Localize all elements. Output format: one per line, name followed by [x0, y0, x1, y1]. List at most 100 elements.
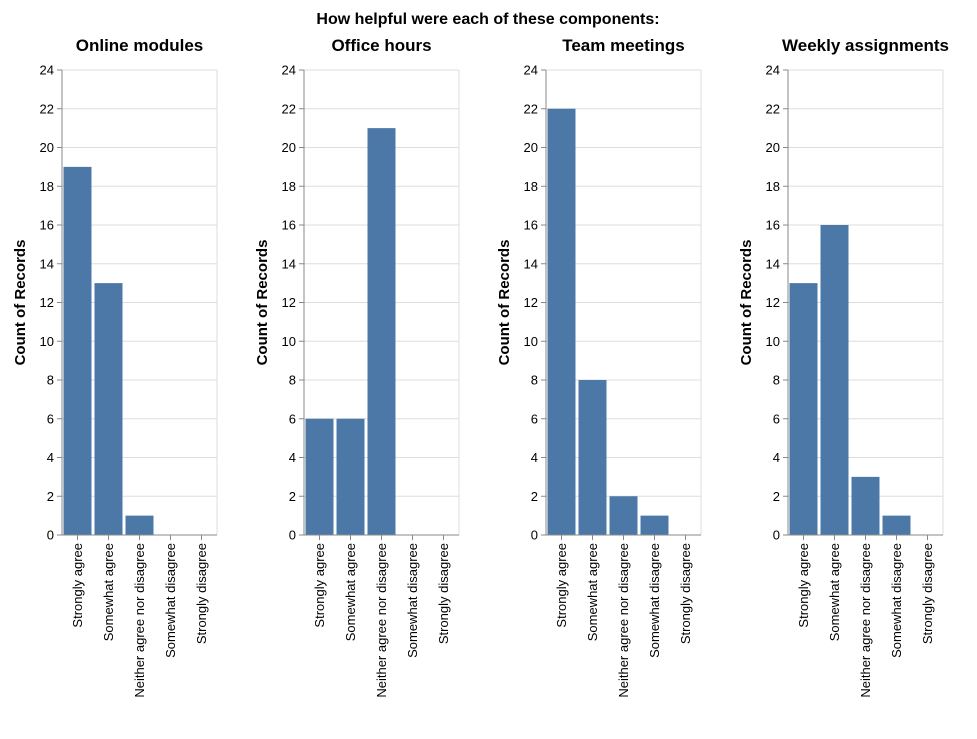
x-tick-label: Somewhat agree — [585, 543, 600, 641]
y-tick-label: 10 — [40, 334, 54, 349]
bar — [820, 225, 849, 535]
bar — [578, 380, 607, 535]
x-tick-label: Neither agree nor disagree — [132, 543, 147, 698]
y-tick-label: 20 — [40, 140, 54, 155]
y-axis-title: Count of Records — [254, 240, 271, 366]
y-tick-label: 8 — [773, 373, 780, 388]
y-tick-label: 6 — [531, 411, 538, 426]
y-tick-label: 18 — [524, 179, 538, 194]
y-tick-label: 22 — [766, 101, 780, 116]
y-tick-label: 10 — [282, 334, 296, 349]
x-tick-label: Somewhat agree — [343, 543, 358, 641]
y-tick-label: 12 — [40, 295, 54, 310]
y-tick-label: 18 — [40, 179, 54, 194]
x-tick-label: Strongly agree — [554, 543, 569, 628]
y-tick-label: 24 — [282, 63, 296, 78]
y-tick-label: 6 — [773, 411, 780, 426]
bar — [851, 476, 880, 535]
y-tick-label: 12 — [524, 295, 538, 310]
y-axis-title: Count of Records — [496, 240, 513, 366]
x-tick-label: Neither agree nor disagree — [374, 543, 389, 698]
x-tick-label: Somewhat agree — [827, 543, 842, 641]
x-tick-label: Somewhat agree — [101, 543, 116, 641]
facets-layer: Online modules024681012141618202224Stron… — [12, 36, 949, 698]
y-tick-label: 10 — [524, 334, 538, 349]
y-tick-label: 16 — [766, 218, 780, 233]
x-tick-label: Somewhat disagree — [647, 543, 662, 658]
y-tick-label: 8 — [531, 373, 538, 388]
y-tick-label: 16 — [282, 218, 296, 233]
facet-2: Team meetings024681012141618202224Strong… — [496, 36, 702, 698]
facet-title: Weekly assignments — [782, 36, 949, 55]
y-tick-label: 8 — [289, 373, 296, 388]
y-tick-label: 0 — [289, 528, 296, 543]
y-tick-label: 18 — [282, 179, 296, 194]
y-tick-label: 4 — [289, 450, 296, 465]
y-tick-label: 24 — [524, 63, 538, 78]
x-tick-label: Strongly disagree — [678, 543, 693, 644]
bar — [125, 515, 154, 535]
y-tick-label: 16 — [40, 218, 54, 233]
bar — [336, 418, 365, 535]
y-tick-label: 6 — [289, 411, 296, 426]
bar — [63, 166, 92, 535]
bar — [640, 515, 669, 535]
y-tick-label: 2 — [289, 489, 296, 504]
y-tick-label: 0 — [531, 528, 538, 543]
x-tick-label: Neither agree nor disagree — [858, 543, 873, 698]
y-tick-label: 14 — [524, 256, 538, 271]
facet-1: Office hours024681012141618202224Strongl… — [254, 36, 460, 698]
chart-title: How helpful were each of these component… — [316, 11, 659, 28]
y-tick-label: 10 — [766, 334, 780, 349]
y-tick-label: 14 — [282, 256, 296, 271]
bar — [547, 108, 576, 535]
x-tick-label: Strongly agree — [70, 543, 85, 628]
x-tick-label: Strongly disagree — [920, 543, 935, 644]
x-tick-label: Neither agree nor disagree — [616, 543, 631, 698]
y-tick-label: 0 — [47, 528, 54, 543]
y-tick-label: 4 — [47, 450, 54, 465]
y-tick-label: 0 — [773, 528, 780, 543]
y-tick-label: 14 — [766, 256, 780, 271]
y-tick-label: 2 — [47, 489, 54, 504]
x-tick-label: Strongly disagree — [194, 543, 209, 644]
x-tick-label: Strongly agree — [796, 543, 811, 628]
x-tick-label: Somewhat disagree — [405, 543, 420, 658]
y-tick-label: 6 — [47, 411, 54, 426]
facet-title: Team meetings — [562, 36, 685, 55]
y-tick-label: 4 — [531, 450, 538, 465]
y-tick-label: 2 — [773, 489, 780, 504]
y-tick-label: 22 — [524, 101, 538, 116]
bar — [789, 283, 818, 535]
y-tick-label: 20 — [282, 140, 296, 155]
y-tick-label: 18 — [766, 179, 780, 194]
x-tick-label: Strongly disagree — [436, 543, 451, 644]
bar — [609, 496, 638, 535]
y-tick-label: 22 — [40, 101, 54, 116]
y-axis-title: Count of Records — [12, 240, 29, 366]
facet-title: Office hours — [331, 36, 431, 55]
y-axis-title: Count of Records — [738, 240, 755, 366]
y-tick-label: 12 — [766, 295, 780, 310]
y-tick-label: 20 — [766, 140, 780, 155]
bar — [367, 128, 396, 535]
y-tick-label: 12 — [282, 295, 296, 310]
x-tick-label: Somewhat disagree — [163, 543, 178, 658]
facet-0: Online modules024681012141618202224Stron… — [12, 36, 218, 698]
y-tick-label: 4 — [773, 450, 780, 465]
x-tick-label: Strongly agree — [312, 543, 327, 628]
y-tick-label: 20 — [524, 140, 538, 155]
bar — [305, 418, 334, 535]
facet-title: Online modules — [76, 36, 204, 55]
y-tick-label: 14 — [40, 256, 54, 271]
y-tick-label: 24 — [766, 63, 780, 78]
x-tick-label: Somewhat disagree — [889, 543, 904, 658]
y-tick-label: 22 — [282, 101, 296, 116]
bar — [94, 283, 123, 535]
bar — [882, 515, 911, 535]
y-tick-label: 16 — [524, 218, 538, 233]
facet-3: Weekly assignments024681012141618202224S… — [738, 36, 949, 698]
y-tick-label: 2 — [531, 489, 538, 504]
y-tick-label: 24 — [40, 63, 54, 78]
